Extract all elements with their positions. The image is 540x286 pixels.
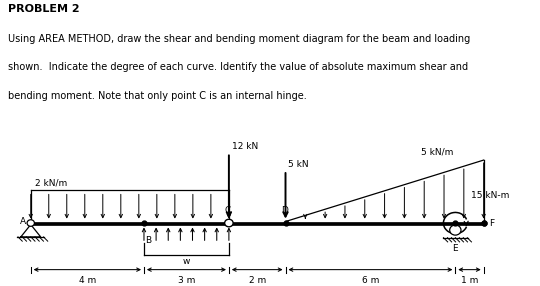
Bar (31, 222, 484, 225)
Text: bending moment. Note that only point C is an internal hinge.: bending moment. Note that only point C i… (8, 91, 307, 101)
Text: 6 m: 6 m (362, 276, 379, 285)
Text: A: A (19, 217, 26, 226)
Text: 5 kN: 5 kN (288, 160, 309, 169)
Text: 15 kN-m: 15 kN-m (471, 191, 510, 200)
Text: 12 kN: 12 kN (232, 142, 258, 151)
Text: Using AREA METHOD, draw the shear and bending moment diagram for the beam and lo: Using AREA METHOD, draw the shear and be… (8, 34, 470, 44)
Text: F: F (489, 219, 494, 228)
Text: shown.  Indicate the degree of each curve. Identify the value of absolute maximu: shown. Indicate the degree of each curve… (8, 62, 468, 72)
Text: 5 kN/m: 5 kN/m (421, 147, 454, 156)
Text: B: B (145, 236, 152, 245)
Text: 2 kN/m: 2 kN/m (35, 178, 68, 187)
Text: PROBLEM 2: PROBLEM 2 (8, 4, 80, 14)
Text: 4 m: 4 m (79, 276, 96, 285)
Text: C: C (224, 206, 231, 215)
Circle shape (225, 219, 233, 227)
Text: 2 m: 2 m (248, 276, 266, 285)
Text: 1 m: 1 m (461, 276, 478, 285)
Text: 3 m: 3 m (178, 276, 195, 285)
Text: E: E (453, 244, 458, 253)
Polygon shape (21, 225, 40, 237)
Text: w: w (183, 257, 190, 266)
Text: D: D (281, 206, 287, 215)
Circle shape (450, 225, 461, 235)
Circle shape (27, 220, 35, 226)
